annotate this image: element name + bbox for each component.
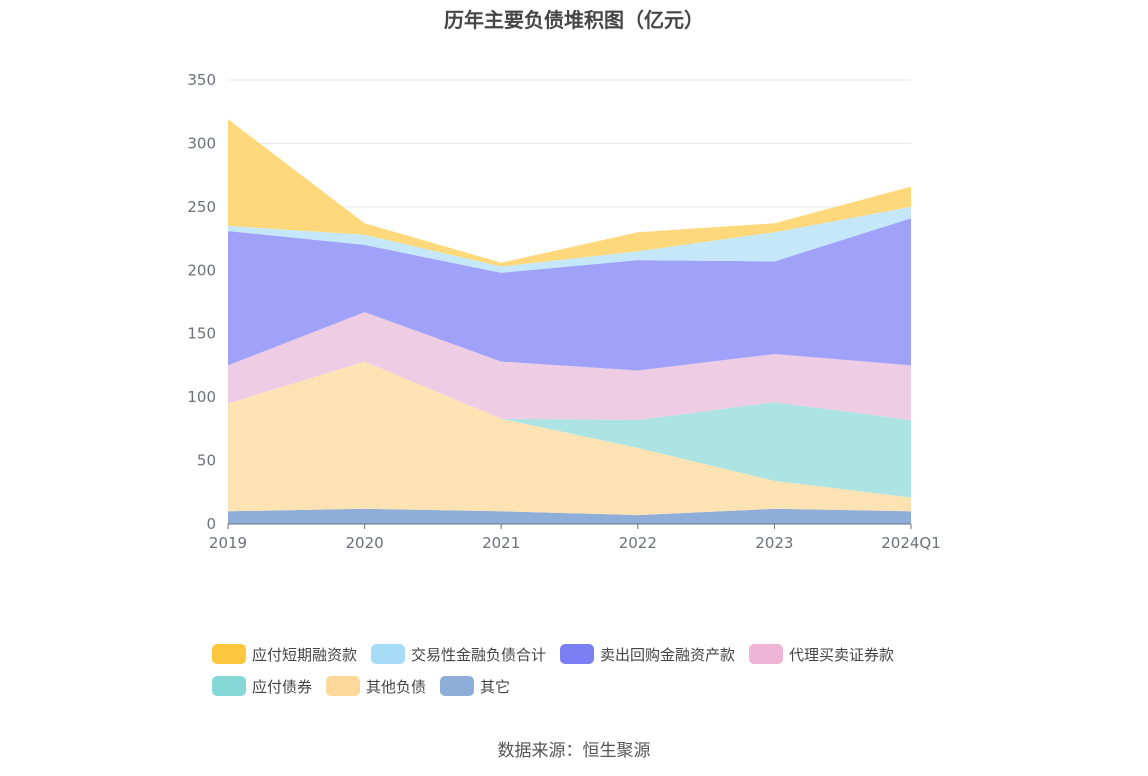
legend-label: 交易性金融负债合计 (411, 645, 547, 664)
x-tick-label: 2022 (619, 534, 657, 552)
area-series (228, 361, 911, 516)
data-source: 数据来源：恒生聚源 (497, 741, 651, 761)
legend-label: 其他负债 (366, 677, 427, 696)
area-series (228, 361, 911, 498)
legend-label: 应付债券 (252, 677, 313, 696)
legend-item[interactable]: 应付债券 (212, 676, 312, 697)
legend-label: 代理买卖证券款 (789, 645, 895, 664)
legend-label: 其它 (480, 677, 511, 696)
x-tick-label: 2023 (755, 534, 793, 552)
y-tick-label: 250 (187, 198, 216, 216)
legend-item[interactable]: 代理买卖证券款 (749, 644, 894, 665)
area-series (228, 119, 911, 267)
legend-row: 应付债券 其他负债 其它 (212, 670, 972, 702)
y-tick-label: 200 (187, 261, 216, 279)
y-tick-label: 350 (187, 71, 216, 89)
legend-swatch (749, 644, 784, 664)
legend-swatch (326, 676, 361, 696)
legend-swatch (371, 644, 406, 664)
legend-label: 卖出回购金融资产款 (600, 645, 736, 664)
y-tick-label: 100 (187, 388, 216, 406)
x-tick-label: 2024Q1 (881, 534, 941, 552)
area-series (228, 312, 911, 420)
y-tick-label: 150 (187, 325, 216, 343)
legend-swatch (212, 644, 246, 664)
area-series (228, 206, 911, 273)
area-series (228, 508, 911, 524)
legend-row: 应付短期融资款 交易性金融负债合计 卖出回购金融资产款 代理买卖证券款 (212, 638, 972, 670)
x-tick-label: 2021 (482, 534, 520, 552)
x-tick-label: 2020 (346, 534, 384, 552)
legend-item[interactable]: 其他负债 (326, 676, 426, 697)
legend-item[interactable]: 其它 (440, 676, 510, 697)
legend-item[interactable]: 应付短期融资款 (212, 644, 357, 665)
x-tick-label: 2019 (209, 534, 247, 552)
y-tick-label: 300 (187, 134, 216, 152)
legend-item[interactable]: 交易性金融负债合计 (371, 644, 546, 665)
legend-swatch (560, 644, 595, 664)
legend-swatch (212, 676, 246, 696)
legend-label: 应付短期融资款 (252, 645, 358, 664)
area-series (228, 218, 911, 371)
y-tick-label: 50 (197, 452, 216, 470)
chart-title: 历年主要负债堆积图（亿元） (444, 8, 704, 32)
y-tick-label: 0 (206, 515, 216, 533)
legend: 应付短期融资款 交易性金融负债合计 卖出回购金融资产款 代理买卖证券款应付债券 其他负债… (212, 638, 972, 702)
legend-item[interactable]: 卖出回购金融资产款 (560, 644, 735, 665)
legend-swatch (440, 676, 475, 696)
